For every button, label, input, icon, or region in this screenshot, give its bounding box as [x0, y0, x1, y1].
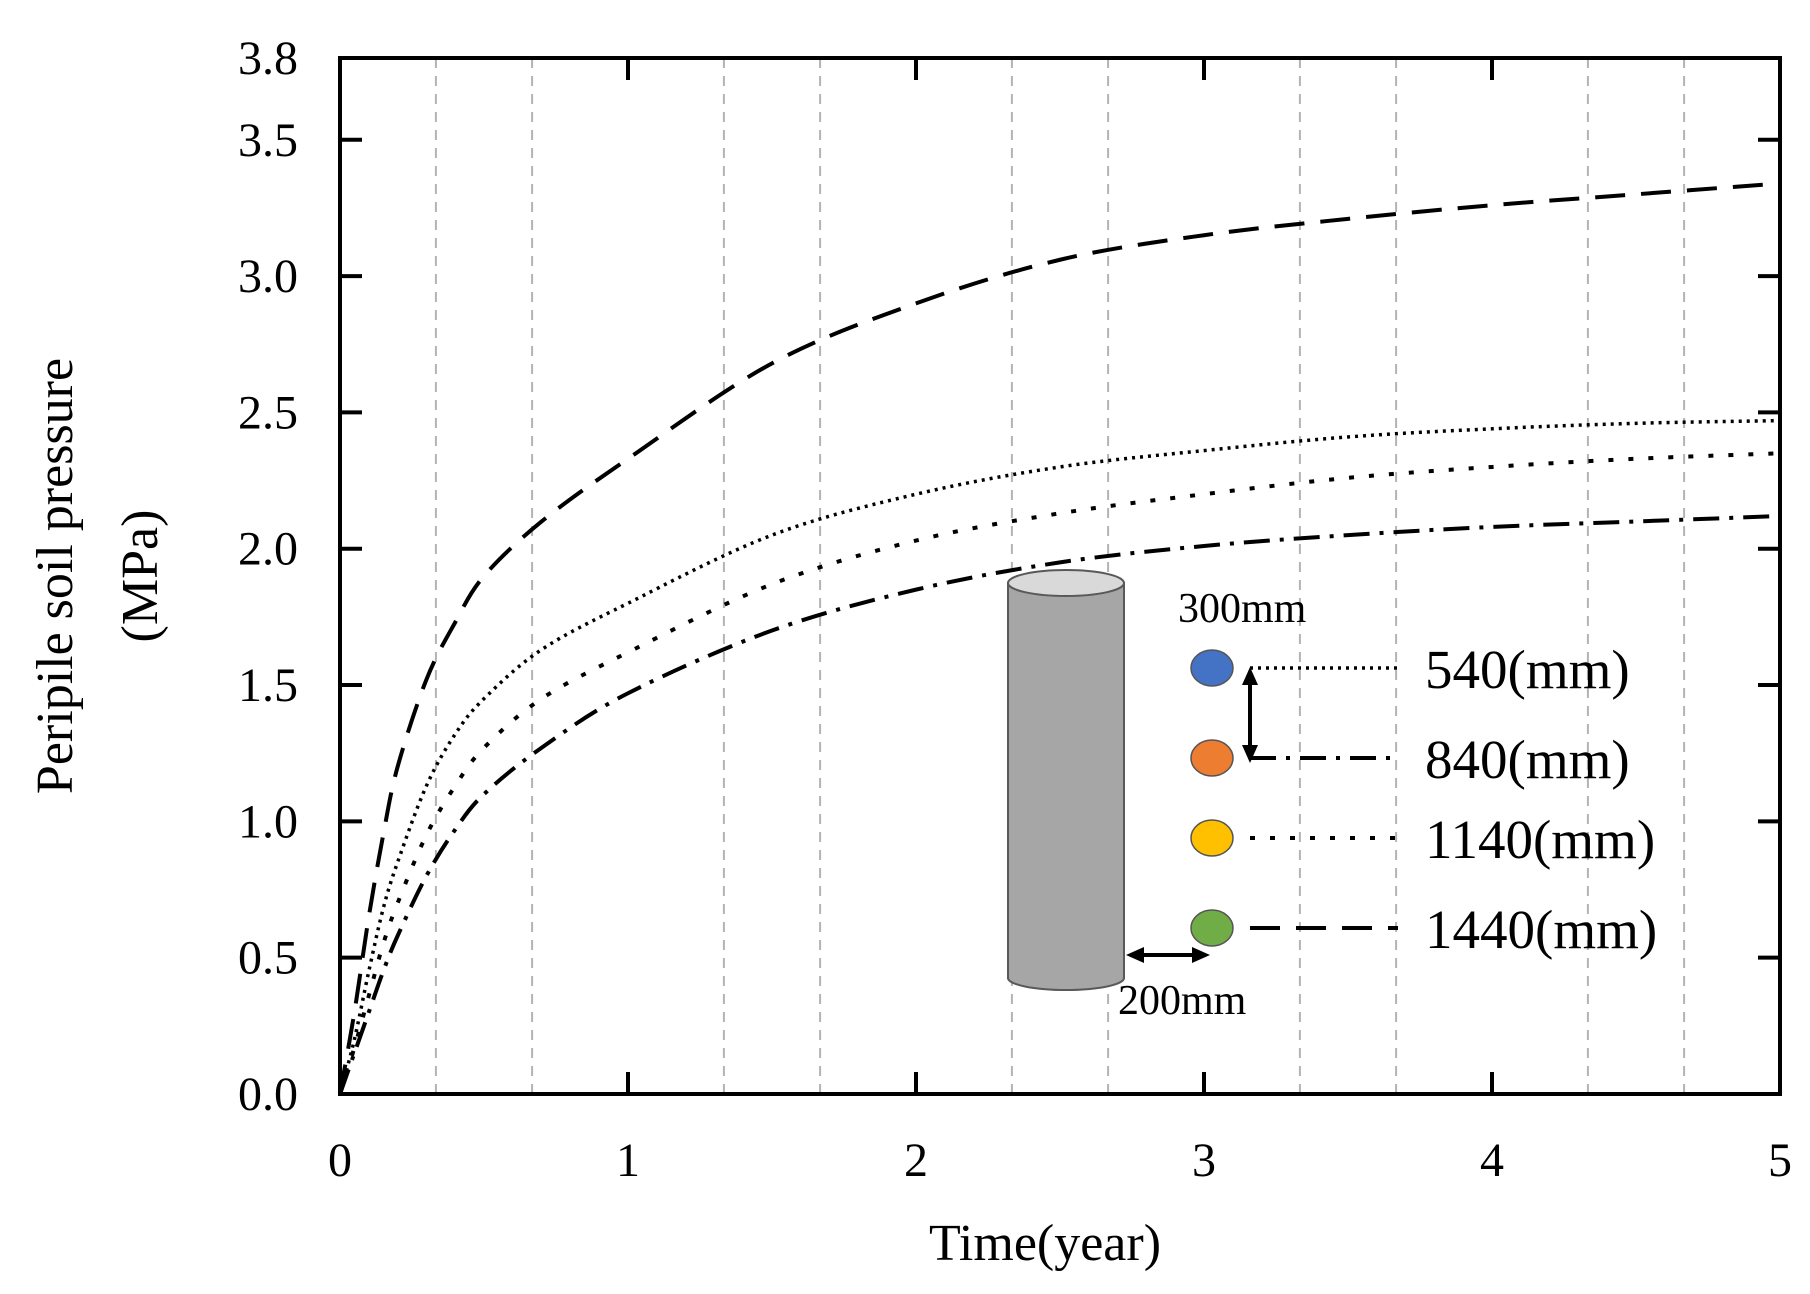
x-tick-label: 1	[616, 1134, 640, 1187]
spacing-dimension-label: 200mm	[1118, 978, 1247, 1024]
legend-marker-1	[1190, 649, 1234, 687]
legend-label-1: 540(mm)	[1425, 639, 1630, 700]
y-tick-label: 1.0	[238, 795, 298, 848]
x-tick-labels: 0 1 2 3 4 5	[328, 1134, 1792, 1187]
x-tick-label: 4	[1480, 1134, 1504, 1187]
legend-marker-3	[1190, 819, 1234, 857]
x-axis-title: Time(year)	[929, 1215, 1161, 1272]
pile-cylinder	[1007, 569, 1125, 991]
vertical-spacing-arrow	[1242, 667, 1258, 763]
pile-inset: 300mm 200mm 540(mm) 840(mm) 1140(mm) 1440(m…	[1007, 569, 1657, 1024]
horizontal-spacing-arrow	[1126, 947, 1210, 963]
series-line-2	[340, 514, 1780, 1094]
pile-body-cover	[1009, 583, 1123, 977]
y-tick-labels: 0.0 0.5 1.0 1.5 2.0 2.5 3.0 3.5 3.8	[238, 32, 298, 1121]
legend-label-2: 840(mm)	[1425, 729, 1630, 790]
y-tick-label: 0.5	[238, 932, 298, 985]
legend-marker-4	[1190, 909, 1234, 947]
legend: 540(mm) 840(mm) 1140(mm) 1440(mm)	[1190, 639, 1657, 960]
y-axis-title-line2: (MPa)	[112, 510, 169, 643]
y-axis-title-line1: Peripile soil pressure	[27, 358, 84, 794]
legend-marker-2	[1190, 739, 1234, 777]
x-tick-label: 2	[904, 1134, 928, 1187]
y-tick-label: 3.0	[238, 250, 298, 303]
pile-top-cap	[1007, 569, 1125, 597]
x-tick-label: 3	[1192, 1134, 1216, 1187]
y-tick-label: 1.5	[238, 659, 298, 712]
y-tick-label: 3.5	[238, 114, 298, 167]
plot-frame	[338, 56, 1782, 1096]
y-tick-label: 2.0	[238, 523, 298, 576]
y-tick-label: 2.5	[238, 386, 298, 439]
series-line-1	[340, 418, 1780, 1094]
series-line-4	[340, 181, 1780, 1094]
legend-label-3: 1140(mm)	[1425, 809, 1655, 870]
series-lines	[340, 181, 1780, 1094]
top-dimension-label: 300mm	[1178, 586, 1307, 632]
legend-label-4: 1440(mm)	[1425, 899, 1657, 960]
x-tick-label: 5	[1768, 1134, 1792, 1187]
x-tick-label: 0	[328, 1134, 352, 1187]
y-tick-label: 3.8	[238, 32, 298, 85]
y-tick-label: 0.0	[238, 1068, 298, 1121]
axis-ticks	[338, 56, 1782, 1096]
